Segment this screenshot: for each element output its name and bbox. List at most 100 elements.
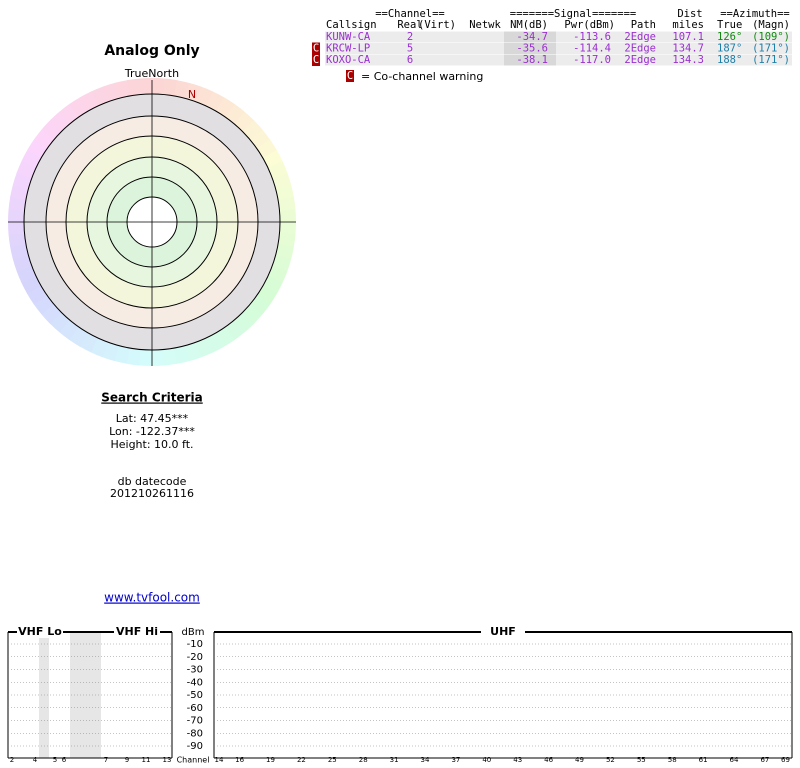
table-cell: 187° <box>717 43 742 55</box>
band-label-bg <box>114 626 160 638</box>
outer-band <box>249 295 270 316</box>
outer-band <box>33 294 54 315</box>
nm-cell-bg <box>504 31 556 43</box>
table-cell: -113.6 <box>573 31 611 43</box>
warning-marker: C <box>313 54 319 66</box>
table-cell: 5 <box>407 43 413 55</box>
outer-band <box>206 91 225 112</box>
channel-label: 40 <box>482 756 491 764</box>
spectrum-chart: -10 -20 -30-40 -50 -60 -70-80 -90 dBm VHF Lo VHF … <box>7 625 793 765</box>
group-header: =======Signal======= <box>510 8 636 20</box>
outer-band <box>49 312 70 333</box>
outer-band <box>256 286 277 306</box>
unit-label: dBm <box>182 627 205 638</box>
outer-band <box>216 97 236 118</box>
table-cell: -34.7 <box>516 31 548 43</box>
datecode: 201210261116 <box>110 487 194 500</box>
lat: Lat: 47.45*** <box>116 412 189 425</box>
outer-band <box>50 111 71 132</box>
table-cell: 134.3 <box>672 54 704 66</box>
station-table: ==Channel== =======Signal======= Dist ==Azi… <box>312 8 792 66</box>
outer-band <box>173 345 190 364</box>
table-cell: 188° <box>717 54 742 66</box>
table-cell: 107.1 <box>672 31 704 43</box>
outer-band <box>21 149 42 168</box>
table-cell: KRCW-LP <box>326 43 370 55</box>
outer-band <box>262 276 283 295</box>
outer-band <box>174 80 190 99</box>
column-header: Path <box>631 19 656 31</box>
band-label-bg <box>17 626 63 638</box>
table-cell: 2Edge <box>624 43 656 55</box>
table-cell: 126° <box>717 31 742 43</box>
table-cell: -114.4 <box>573 43 611 55</box>
y-tick-label: -40 <box>187 677 203 688</box>
outer-band <box>10 184 29 200</box>
table-cell: (171°) <box>752 43 790 55</box>
outer-band <box>242 304 263 325</box>
outer-band <box>126 78 142 96</box>
warning-box <box>312 54 320 66</box>
polar-plot <box>8 78 296 366</box>
table-cell: 2Edge <box>624 54 656 66</box>
outer-band <box>90 337 109 358</box>
true-north-label: TrueNorth <box>124 67 179 80</box>
outer-band <box>58 319 79 340</box>
channel-label: 22 <box>297 756 306 764</box>
outer-band <box>16 160 37 179</box>
row-bg <box>325 31 792 43</box>
channel-label: 52 <box>606 756 615 764</box>
channel-label: 46 <box>544 756 553 764</box>
y-tick-label: -70 <box>187 716 203 727</box>
channel-label: 2 <box>10 756 14 764</box>
outer-band <box>12 254 32 272</box>
outer-band <box>8 208 25 222</box>
nm-cell-bg <box>504 54 556 66</box>
outer-band <box>79 332 98 353</box>
channel-label: 11 <box>142 756 151 764</box>
nm-cell-bg <box>504 43 556 54</box>
warning-marker: C <box>313 43 319 55</box>
channel-label: 69 <box>781 756 790 764</box>
y-tick-label: -50 <box>187 690 203 701</box>
site-link[interactable]: www.tvfool.com <box>104 591 200 605</box>
table-cell: 2Edge <box>624 31 656 43</box>
row-bg <box>325 54 792 66</box>
table-cell: (109°) <box>752 31 790 43</box>
outer-band <box>224 320 245 341</box>
outer-band <box>8 196 27 211</box>
outer-band <box>41 119 62 140</box>
outer-band <box>268 161 288 179</box>
outer-band <box>267 265 288 284</box>
outer-band <box>163 78 178 97</box>
outer-band <box>8 232 26 248</box>
outer-band <box>278 196 296 212</box>
outer-band <box>275 184 294 201</box>
y-tick-label: -30 <box>187 665 203 676</box>
channel-label: 19 <box>266 756 275 764</box>
outer-band <box>138 349 152 366</box>
outer-band <box>102 82 120 102</box>
channel-label: 25 <box>328 756 337 764</box>
outer-band <box>26 285 48 305</box>
table-cell: 134.7 <box>672 43 704 55</box>
column-header: Callsign <box>326 19 377 31</box>
y-tick-label: -80 <box>187 728 203 739</box>
outer-band <box>126 347 141 366</box>
legend-marker: C <box>347 70 353 82</box>
table-cell: 2 <box>407 31 413 43</box>
channel-label: 37 <box>451 756 460 764</box>
column-header: (Magn) <box>752 19 790 31</box>
outer-band <box>242 120 263 141</box>
channel-label: 31 <box>390 756 399 764</box>
outer-band <box>195 86 214 107</box>
outer-band <box>233 312 254 333</box>
outer-band <box>275 244 294 260</box>
search-heading: Search Criteria <box>101 391 202 405</box>
channel-label: 34 <box>421 756 430 764</box>
column-header: True <box>717 19 742 31</box>
outer-band <box>59 103 80 124</box>
y-tick-label: -90 <box>187 741 203 752</box>
outer-band <box>10 243 29 260</box>
outer-band <box>277 233 296 248</box>
